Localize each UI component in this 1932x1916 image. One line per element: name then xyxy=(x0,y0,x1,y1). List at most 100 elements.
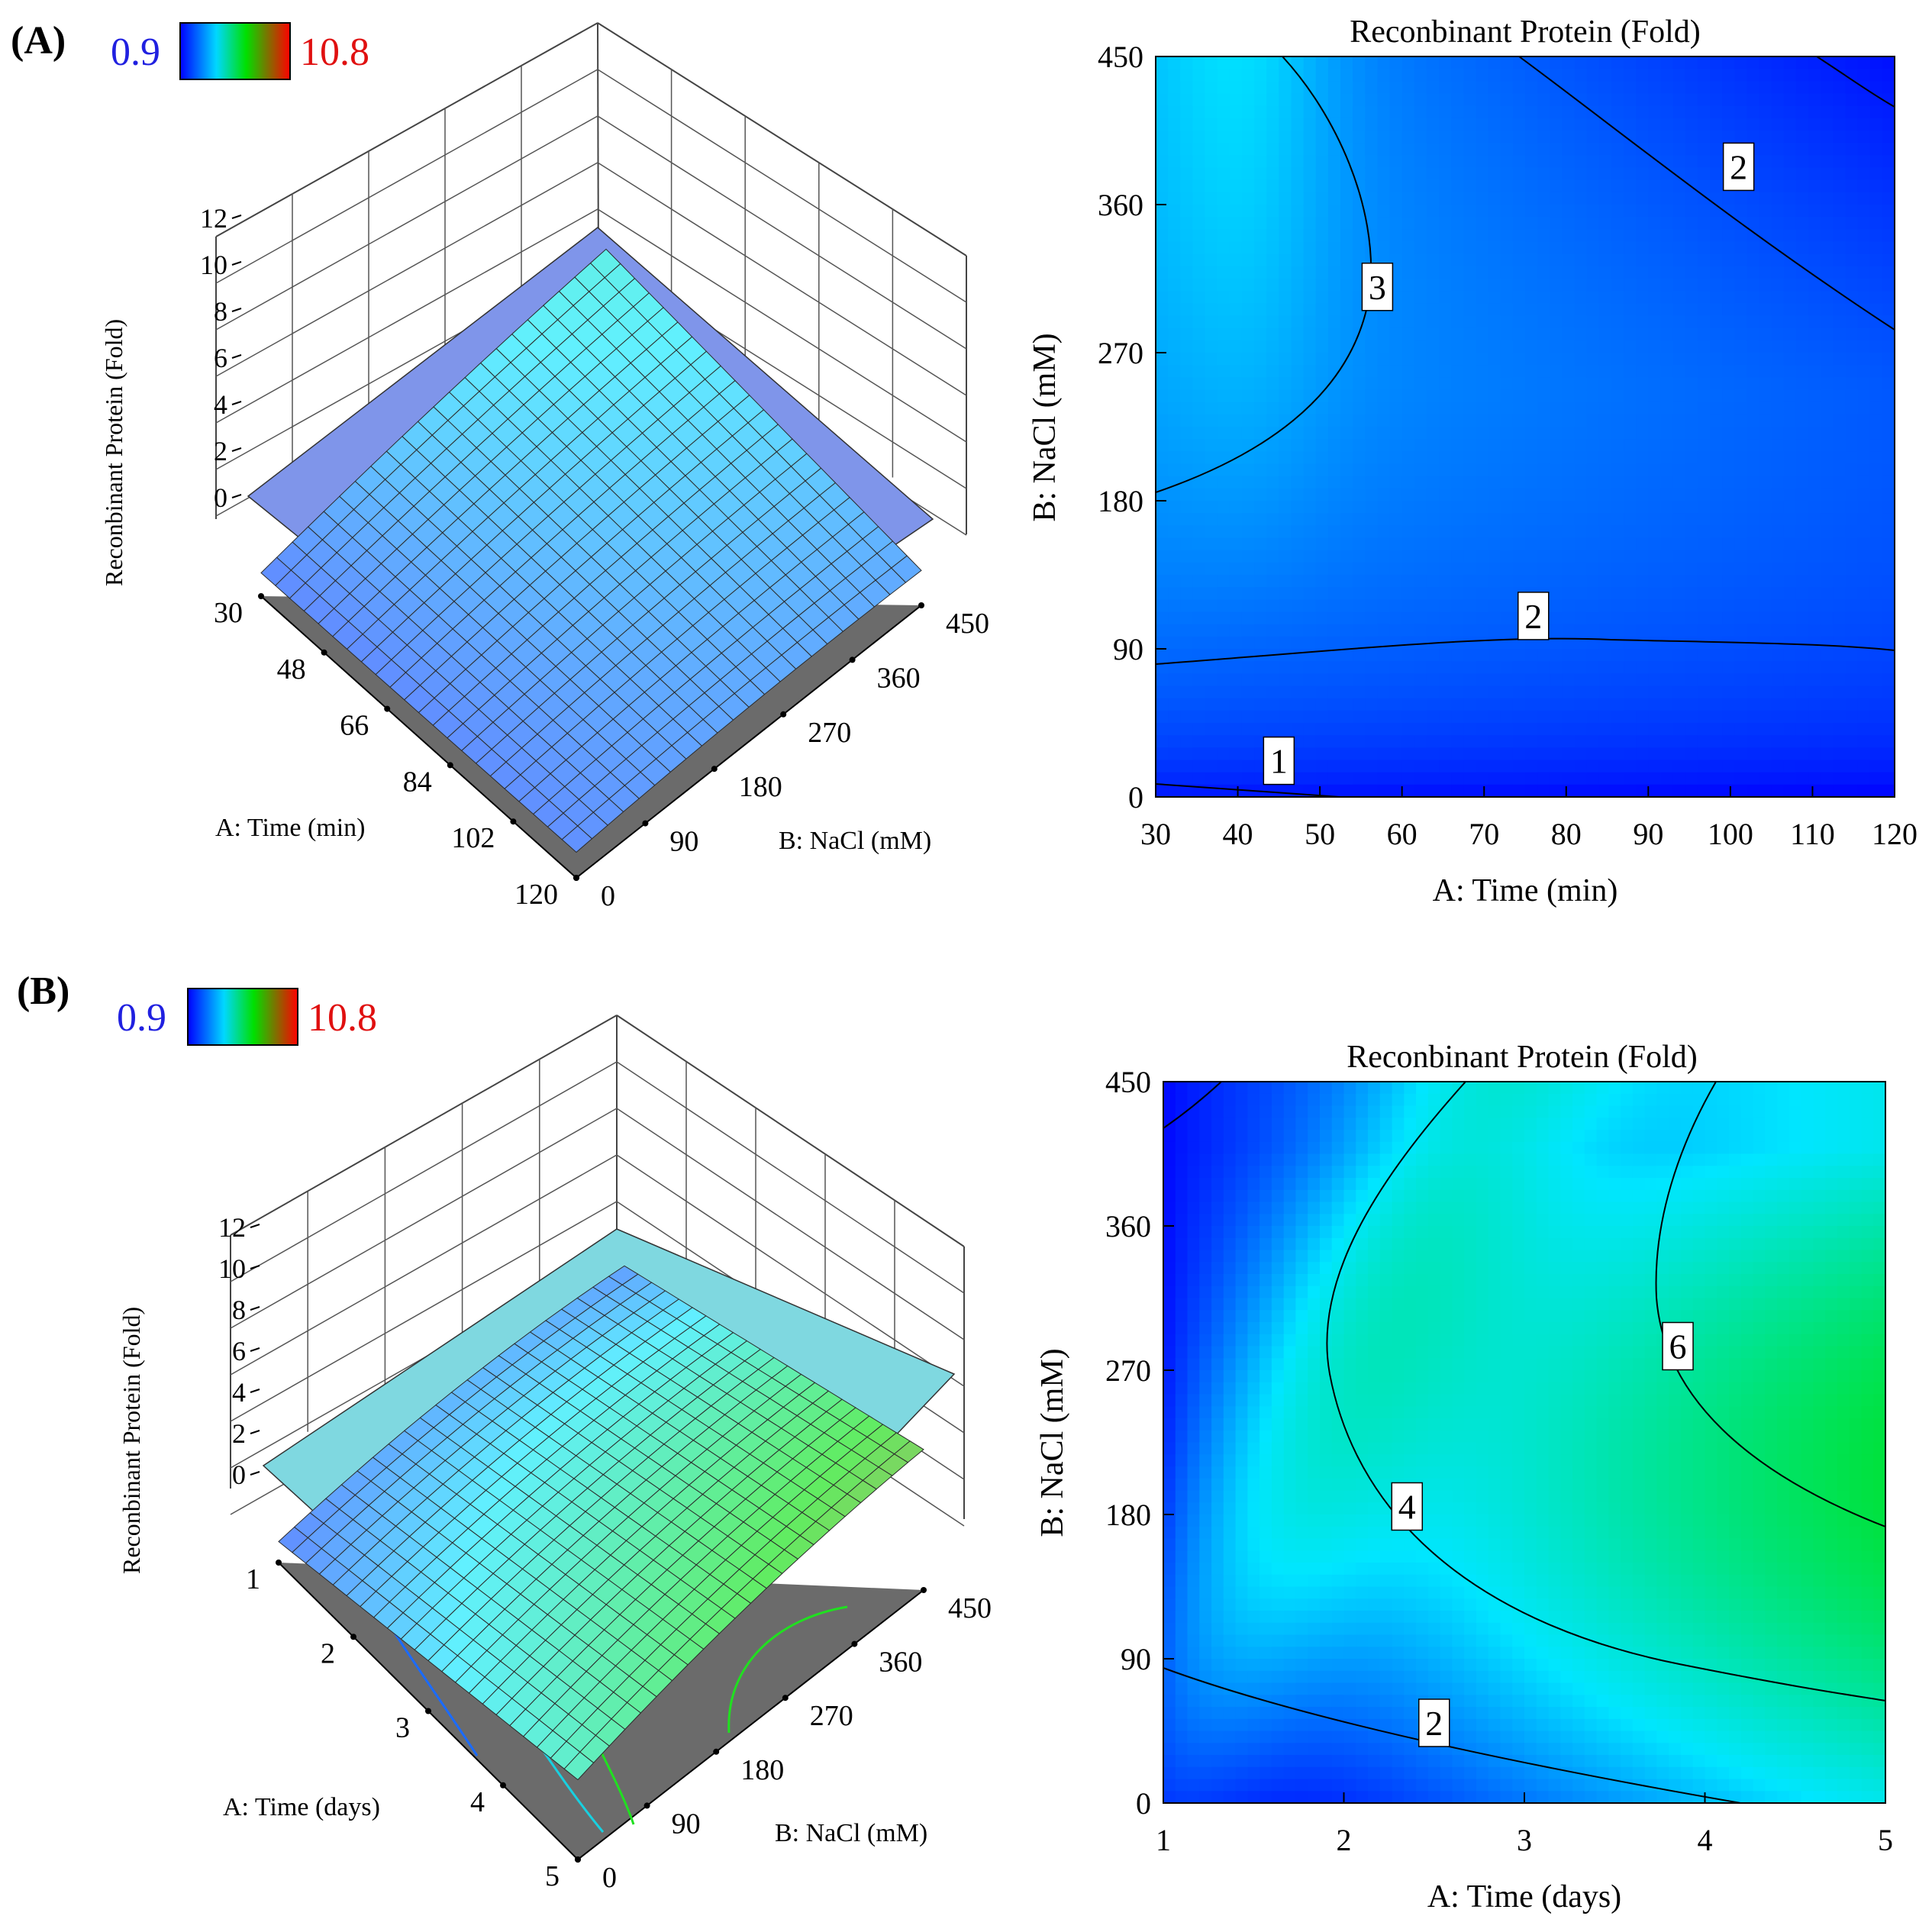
contour-cell xyxy=(1254,131,1267,144)
contour-cell xyxy=(1377,192,1391,205)
contour-cell xyxy=(1734,192,1747,205)
contour-cell xyxy=(1697,414,1711,427)
contour-cell xyxy=(1340,525,1353,539)
contour-cell xyxy=(1476,155,1489,169)
contour-cell xyxy=(1611,327,1624,341)
contour-cell xyxy=(1163,1394,1176,1407)
contour-cell xyxy=(1672,217,1686,230)
contour-cell xyxy=(1192,69,1206,82)
contour-cell xyxy=(1783,587,1797,600)
contour-cell xyxy=(1199,1502,1212,1515)
z-tick-label: 0 xyxy=(232,1460,246,1490)
contour-cell xyxy=(1279,217,1292,230)
contour-cell xyxy=(1697,402,1711,415)
contour-cell xyxy=(1365,501,1378,514)
contour-cell xyxy=(1882,636,1895,650)
contour-cell xyxy=(1869,143,1883,156)
contour-cell xyxy=(1672,747,1686,761)
contour-cell xyxy=(1205,710,1218,724)
contour-cell xyxy=(1451,501,1464,514)
contour-cell xyxy=(1340,575,1353,588)
contour-cell xyxy=(1759,93,1772,107)
contour-cell xyxy=(1882,698,1895,711)
contour-cell xyxy=(1353,93,1366,107)
contour-cell xyxy=(1180,93,1193,107)
contour-cell xyxy=(1586,587,1600,600)
contour-cell xyxy=(1377,463,1391,477)
contour-cell xyxy=(1187,1310,1200,1323)
contour-cell xyxy=(1710,710,1723,724)
contour-cell xyxy=(1303,143,1317,156)
contour-cell xyxy=(1229,167,1243,181)
contour-cell xyxy=(1808,217,1821,230)
contour-cell xyxy=(1303,611,1317,625)
contour-cell xyxy=(1611,427,1624,440)
contour-cell xyxy=(1550,476,1563,489)
contour-cell xyxy=(1722,698,1735,711)
contour-cell xyxy=(1187,1454,1200,1467)
contour-cell xyxy=(1672,488,1686,502)
contour-cell xyxy=(1205,649,1218,662)
contour-cell xyxy=(1303,772,1317,785)
contour-cell xyxy=(1327,241,1341,255)
contour-cell xyxy=(1869,661,1883,674)
contour-cell xyxy=(1192,476,1206,489)
contour-cell xyxy=(1821,241,1834,255)
contour-cell xyxy=(1463,537,1476,551)
contour-cell xyxy=(1463,179,1476,193)
contour-cell xyxy=(1476,624,1489,637)
contour-cell xyxy=(1586,439,1600,452)
contour-cell xyxy=(1845,167,1859,181)
contour-cell xyxy=(1327,747,1341,761)
contour-cell xyxy=(1833,266,1846,279)
contour-cell xyxy=(1451,205,1464,218)
contour-cell xyxy=(1648,476,1661,489)
contour-cell xyxy=(1611,291,1624,304)
contour-cell xyxy=(1463,562,1476,576)
contour-cell xyxy=(1722,513,1735,526)
contour-cell xyxy=(1241,279,1255,292)
z-tick-label: 6 xyxy=(232,1336,246,1366)
contour-cell xyxy=(1586,414,1600,427)
contour-cell xyxy=(1451,723,1464,736)
contour-cell xyxy=(1525,327,1538,341)
contour-cell xyxy=(1586,69,1600,82)
y-tick-label: 270 xyxy=(1098,336,1143,370)
contour-cell xyxy=(1747,463,1760,477)
contour-cell xyxy=(1241,463,1255,477)
contour-cell xyxy=(1697,105,1711,119)
contour-cell xyxy=(1414,735,1427,748)
contour-cell xyxy=(1821,327,1834,341)
contour-cell xyxy=(1365,550,1378,563)
contour-cell xyxy=(1660,69,1674,82)
contour-cell xyxy=(1365,155,1378,169)
contour-cell xyxy=(1672,698,1686,711)
contour-cell xyxy=(1241,217,1255,230)
contour-cell xyxy=(1488,229,1501,243)
y-tick-label: 90 xyxy=(1113,632,1143,666)
contour-cell xyxy=(1660,303,1674,317)
contour-cell xyxy=(1783,266,1797,279)
contour-cell xyxy=(1685,772,1698,785)
contour-cell xyxy=(1192,587,1206,600)
contour-cell xyxy=(1512,649,1526,662)
contour-cell xyxy=(1598,155,1612,169)
contour-cell xyxy=(1279,402,1292,415)
contour-cell xyxy=(1598,253,1612,267)
contour-cell xyxy=(1783,414,1797,427)
contour-cell xyxy=(1241,377,1255,391)
contour-cell xyxy=(1783,353,1797,366)
contour-cell xyxy=(1303,624,1317,637)
contour-cell xyxy=(1451,599,1464,613)
contour-cell xyxy=(1156,93,1169,107)
contour-cell xyxy=(1611,241,1624,255)
contour-cell xyxy=(1747,291,1760,304)
contour-cell xyxy=(1389,735,1403,748)
contour-cell xyxy=(1562,253,1576,267)
contour-cell xyxy=(1266,315,1279,329)
contour-cell xyxy=(1488,710,1501,724)
contour-cell xyxy=(1291,143,1305,156)
contour-cell xyxy=(1624,476,1637,489)
contour-cell xyxy=(1192,205,1206,218)
contour-cell xyxy=(1525,143,1538,156)
